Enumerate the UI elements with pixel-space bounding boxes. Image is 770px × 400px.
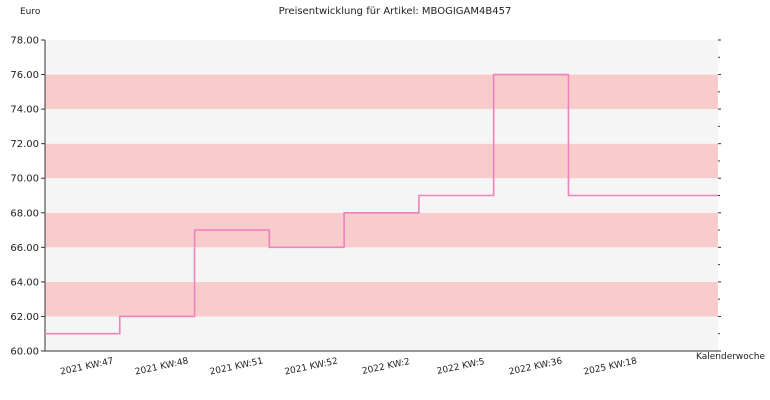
y-tick-label: 60.00 xyxy=(10,347,39,358)
x-axis-label: Kalenderwoche xyxy=(696,352,765,362)
grid-band xyxy=(45,74,718,110)
y-tick-label: 78.00 xyxy=(10,36,39,47)
grid-band xyxy=(45,143,718,179)
x-tick-label: 2022 KW:2 xyxy=(361,357,411,377)
data-point xyxy=(380,211,384,215)
y-tick-label: 68.00 xyxy=(10,208,39,219)
y-axis: 60.00 62.00 64.00 66.00 68.00 70.00 72.00 74.00… xyxy=(10,36,721,358)
grid-band xyxy=(45,247,718,282)
background-bands xyxy=(45,40,718,351)
x-tick-label: 2021 KW:51 xyxy=(209,357,264,378)
y-tick-label: 66.00 xyxy=(10,243,39,254)
grid-band xyxy=(45,109,718,144)
price-step-line xyxy=(45,73,718,335)
grid-band xyxy=(45,212,718,248)
chart-title: Preisentwicklung für Artikel: MBOGIGAM4B… xyxy=(279,6,512,17)
y-tick-label: 76.00 xyxy=(10,70,39,81)
x-tick-label: 2022 KW:36 xyxy=(508,356,563,377)
y-tick-label: 72.00 xyxy=(10,139,39,150)
y-tick-label: 74.00 xyxy=(10,105,39,116)
y-tick-label: 62.00 xyxy=(10,312,39,323)
data-point xyxy=(80,332,84,336)
data-point xyxy=(454,194,458,198)
y-tick-label: 70.00 xyxy=(10,174,39,185)
data-point xyxy=(529,73,533,77)
x-tick-label: 2025 KW:18 xyxy=(583,356,638,377)
x-axis: 2021 KW:47 2021 KW:48 2021 KW:51 2021 KW:52… xyxy=(45,350,718,378)
x-tick-label: 2021 KW:47 xyxy=(59,357,114,378)
series-layer xyxy=(45,73,718,336)
data-point xyxy=(230,228,234,232)
data-point xyxy=(604,194,608,198)
grid-band xyxy=(45,316,718,351)
x-tick-label: 2021 KW:48 xyxy=(134,356,189,377)
data-point xyxy=(155,314,159,318)
data-point xyxy=(305,245,309,249)
y-tick-label: 64.00 xyxy=(10,277,39,288)
y-axis-label: Euro xyxy=(20,7,41,17)
x-tick-label: 2022 KW:5 xyxy=(436,357,486,377)
grid-band xyxy=(45,40,718,75)
grid-band xyxy=(45,281,718,317)
x-tick-label: 2021 KW:52 xyxy=(284,357,339,378)
